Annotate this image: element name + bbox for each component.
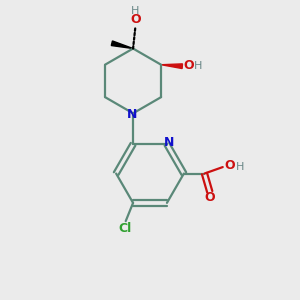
Text: O: O [205, 191, 215, 204]
Text: O: O [130, 14, 141, 26]
Text: N: N [164, 136, 175, 149]
Text: H: H [131, 6, 140, 16]
Polygon shape [161, 64, 182, 69]
Text: H: H [194, 61, 202, 71]
Text: H: H [236, 162, 244, 172]
Text: O: O [184, 58, 194, 71]
Text: O: O [224, 159, 235, 172]
Polygon shape [111, 41, 133, 49]
Text: Cl: Cl [118, 222, 132, 235]
Text: N: N [127, 108, 137, 121]
